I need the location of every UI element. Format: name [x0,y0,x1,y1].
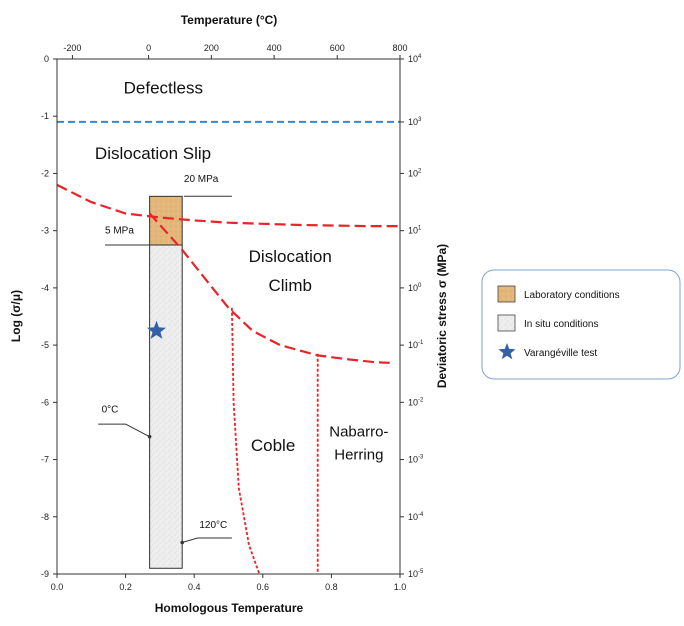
legend-label-insitu: In situ conditions [524,319,599,330]
x-tick-label: 1.0 [394,582,407,592]
y-tick-label: -7 [41,455,49,465]
plot-frame [56,58,401,575]
right-tick-label: 10-2 [408,397,424,407]
annotation-label: 120°C [199,520,227,531]
annotation-arrow-tip [147,434,152,439]
top-tick-label: 0 [146,43,151,53]
top-tick-label: 200 [204,43,219,53]
right-tick-label: 102 [408,168,422,178]
x-tick-label: 0.0 [51,582,64,592]
boundary-climb-diffusion [148,212,390,364]
right-tick-label: 100 [408,283,422,293]
laboratory-conditions-box [149,195,183,246]
annotation-label: 20 MPa [184,174,219,185]
y-tick-label: -2 [41,168,49,178]
region-label-nabarro-herring: Herring [334,447,383,464]
region-label-dislocation-slip: Dislocation Slip [95,144,211,163]
y-tick-label: -4 [41,283,49,293]
y-tick-label: -3 [41,226,49,236]
x-tick-label: 0.4 [188,582,201,592]
y-axis-title: Log (σ/μ) [9,290,23,342]
right-tick-label: 101 [408,226,422,236]
x-tick-label: 0.8 [325,582,338,592]
legend: Laboratory conditions In situ conditions… [481,269,681,380]
legend-swatch-insitu [497,314,516,332]
region-label-climb: Climb [269,276,312,295]
top-tick-label: 800 [392,43,407,53]
legend-label-lab: Laboratory conditions [524,290,620,301]
y-tick-label: -1 [41,111,49,121]
varangeville-test-star [147,320,166,339]
top-tick-label: -200 [63,43,81,53]
boundary-coble-line [231,307,261,575]
right-tick-label: 10-5 [408,569,424,579]
region-label-defectless: Defectless [124,78,203,97]
right-tick-label: 103 [408,117,422,127]
x-tick-label: 0.2 [119,582,132,592]
y-tick-label: -9 [41,569,49,579]
boundary-slip-climb [56,183,400,228]
right-tick-label: 10-4 [408,512,424,522]
right-tick-label: 104 [408,54,422,64]
y-tick-label: -5 [41,340,49,350]
top-tick-label: 600 [330,43,345,53]
legend-frame [481,269,681,380]
right-axis-title: Deviatoric stress σ (MPa) [435,244,449,388]
top-axis-title: Temperature (°C) [181,13,278,27]
annotation-label: 0°C [102,405,119,416]
right-tick-label: 10-1 [408,340,424,350]
annotation-label: 5 MPa [105,226,134,237]
y-tick-label: -6 [41,397,49,407]
x-tick-label: 0.6 [257,582,270,592]
legend-label-star: Varangéville test [524,348,597,359]
legend-swatch-lab [497,285,516,303]
annotation-leader-line [98,423,150,438]
right-tick-label: 10-3 [408,455,424,465]
x-axis-title: Homologous Temperature [155,601,304,615]
region-label-nabarro-herring: Nabarro- [329,424,388,441]
region-label-coble: Coble [251,436,295,455]
annotation-arrow-tip [180,540,184,545]
in-situ-conditions-box [149,244,183,569]
top-tick-label: 400 [267,43,282,53]
y-tick-label: 0 [44,54,49,64]
legend-star-icon [498,343,516,360]
annotation-leader-line [182,537,232,543]
region-label-dislocation: Dislocation [249,247,332,266]
y-tick-label: -8 [41,512,49,522]
